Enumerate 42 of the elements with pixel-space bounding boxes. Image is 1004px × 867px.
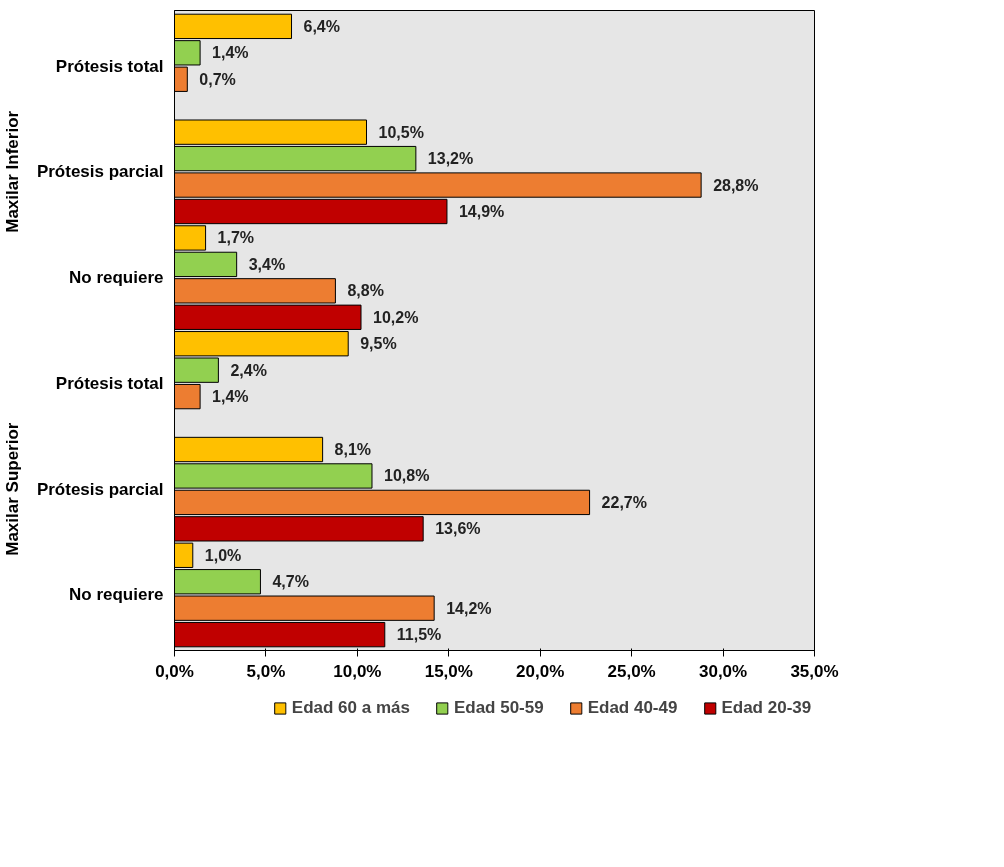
legend-label: Edad 40-49: [587, 698, 678, 718]
y-tick-label: Prótesis parcial: [36, 479, 164, 499]
data-label: 10,5%: [378, 123, 424, 141]
x-tick-label: 5,0%: [246, 661, 286, 681]
legend-label: Edad 60 a más: [291, 698, 410, 718]
data-label: 1,4%: [212, 44, 249, 62]
y-tick-label: Prótesis parcial: [36, 162, 164, 182]
y-tick-label: No requiere: [69, 585, 164, 605]
data-label: 10,8%: [383, 467, 430, 485]
x-tick-label: 20,0%: [516, 661, 565, 681]
x-tick-label: 25,0%: [607, 661, 656, 681]
data-label: 6,4%: [303, 17, 340, 35]
data-label: 3,4%: [248, 255, 286, 273]
data-label: 11,5%: [396, 626, 442, 644]
data-label: 8,1%: [334, 441, 372, 459]
data-label: 22,7%: [601, 493, 647, 511]
legend-label: Edad 20-39: [721, 698, 812, 718]
y-tick-label: No requiere: [69, 268, 164, 288]
data-label: 28,8%: [713, 176, 759, 194]
text: Maxilar Superior: [3, 422, 23, 556]
data-label: 1,7%: [217, 229, 255, 247]
data-label: 2,4%: [230, 361, 267, 379]
x-tick-label: 35,0%: [790, 661, 839, 681]
data-label: 14,2%: [446, 599, 492, 617]
x-tick-label: 0,0%: [155, 661, 194, 681]
x-tick-label: 30,0%: [698, 661, 748, 681]
data-label: 1,4%: [212, 388, 249, 406]
text: Maxilar Inferior: [3, 110, 23, 233]
data-label: 13,2%: [427, 150, 474, 168]
x-tick-label: 15,0%: [424, 661, 473, 681]
data-label: 0,7%: [199, 70, 236, 88]
data-label: 4,7%: [272, 573, 309, 591]
x-tick-label: 10,0%: [333, 661, 382, 681]
y-tick-label: Prótesis total: [55, 373, 164, 393]
data-label: 10,2%: [373, 308, 419, 326]
y-tick-label: Prótesis total: [55, 56, 164, 76]
data-label: 13,6%: [435, 520, 481, 538]
data-label: 9,5%: [360, 335, 397, 353]
data-label: 14,9%: [458, 202, 505, 220]
legend-label: Edad 50-59: [453, 698, 544, 718]
data-label: 8,8%: [347, 282, 384, 300]
data-label: 1,0%: [204, 546, 242, 564]
